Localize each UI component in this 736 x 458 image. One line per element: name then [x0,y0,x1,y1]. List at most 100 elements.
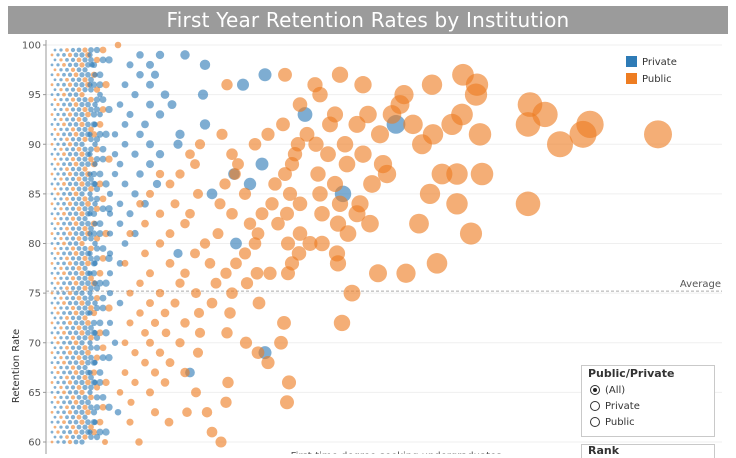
public-point[interactable] [165,229,175,238]
private-point[interactable] [173,248,183,259]
public-point[interactable] [464,83,488,106]
public-point[interactable] [180,318,190,328]
filter-option-public[interactable]: Public [588,414,708,430]
private-point[interactable] [92,220,98,227]
public-point[interactable] [282,186,298,201]
public-point[interactable] [136,279,144,287]
private-point[interactable] [152,179,162,189]
private-point[interactable] [111,150,119,158]
public-point[interactable] [116,389,124,396]
private-point[interactable] [87,340,93,346]
private-point[interactable] [87,369,93,376]
private-point[interactable] [131,190,139,198]
public-point[interactable] [284,156,300,172]
public-point[interactable] [238,187,252,200]
radio-button-private[interactable] [590,401,600,411]
private-point[interactable] [87,310,93,316]
private-point[interactable] [92,300,98,306]
public-point[interactable] [396,263,416,283]
private-point[interactable] [121,120,129,128]
private-point[interactable] [116,160,124,168]
public-point[interactable] [322,116,338,133]
private-point[interactable] [116,220,124,227]
public-point[interactable] [219,178,231,190]
public-point[interactable] [136,309,144,317]
public-point[interactable] [441,113,463,136]
public-point[interactable] [190,159,200,170]
private-point[interactable] [141,120,149,129]
public-point[interactable] [278,167,292,181]
private-point[interactable] [230,237,242,250]
public-point[interactable] [280,206,294,221]
public-point[interactable] [314,205,330,222]
private-point[interactable] [106,230,114,237]
private-point[interactable] [87,52,93,58]
private-point[interactable] [89,62,95,68]
private-point[interactable] [87,290,93,296]
private-point[interactable] [146,100,154,109]
public-point[interactable] [199,238,211,249]
public-point[interactable] [412,134,432,155]
private-point[interactable] [92,359,98,366]
private-point[interactable] [167,100,177,110]
public-point[interactable] [291,246,307,261]
public-point[interactable] [446,163,468,185]
public-point[interactable] [160,378,170,387]
private-point[interactable] [92,161,98,167]
public-point[interactable] [165,358,175,368]
public-point[interactable] [192,188,204,199]
private-point[interactable] [199,119,211,130]
private-point[interactable] [116,299,124,307]
public-point[interactable] [226,287,238,299]
private-point[interactable] [87,389,93,396]
private-point[interactable] [121,180,129,188]
public-point[interactable] [248,137,262,151]
private-point[interactable] [106,210,114,217]
public-point[interactable] [431,163,453,185]
private-point[interactable] [155,110,165,119]
public-point[interactable] [161,328,171,338]
private-point[interactable] [136,170,144,178]
public-point[interactable] [274,335,288,350]
public-point[interactable] [185,208,195,219]
public-point[interactable] [320,146,336,163]
public-point[interactable] [146,189,154,198]
public-point[interactable] [146,338,154,347]
public-point[interactable] [114,41,122,49]
public-point[interactable] [359,105,377,124]
private-point[interactable] [146,60,154,69]
public-point[interactable] [146,299,154,308]
public-point[interactable] [251,227,265,240]
public-point[interactable] [180,218,190,229]
public-point[interactable] [155,348,165,357]
public-point[interactable] [292,97,308,112]
public-point[interactable] [226,207,238,220]
public-point[interactable] [265,197,279,211]
private-point[interactable] [92,141,98,148]
private-point[interactable] [199,59,211,71]
private-point[interactable] [106,190,114,197]
public-point[interactable] [141,249,149,258]
public-point[interactable] [131,378,139,387]
public-point[interactable] [333,314,351,332]
public-point[interactable] [180,367,190,378]
public-point[interactable] [224,307,236,319]
private-point[interactable] [150,70,160,79]
public-point[interactable] [252,296,266,310]
public-point[interactable] [299,126,315,142]
public-point[interactable] [243,217,257,230]
private-point[interactable] [87,151,93,157]
private-point[interactable] [131,90,139,99]
public-point[interactable] [369,264,387,283]
public-point[interactable] [326,175,344,192]
public-point[interactable] [338,155,356,173]
public-point[interactable] [515,112,541,137]
private-point[interactable] [116,260,124,267]
public-point[interactable] [331,66,349,83]
public-point[interactable] [150,318,160,327]
private-point[interactable] [87,250,93,257]
public-point[interactable] [121,339,129,347]
public-point[interactable] [175,278,185,288]
private-point[interactable] [92,181,98,187]
private-point[interactable] [121,81,129,89]
